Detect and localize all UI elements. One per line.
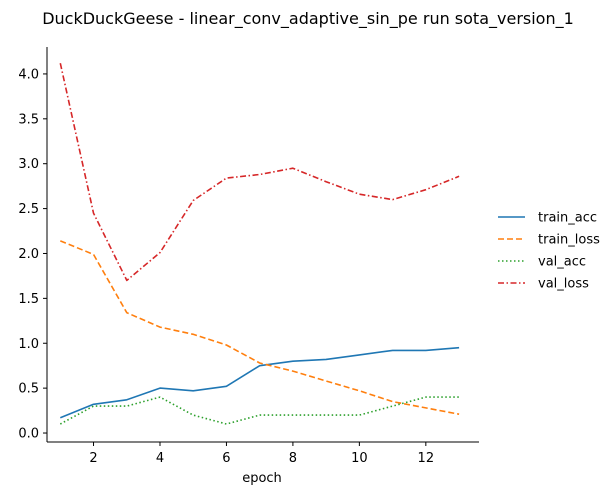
series-line-train-acc [59,346,460,419]
x-tick-label: 4 [156,451,164,466]
y-tick-label: 2.0 [18,247,39,262]
x-axis-label: epoch [242,471,282,486]
x-tick-label: 8 [289,451,297,466]
series-line-train-loss [59,240,460,415]
y-tick-label: 3.0 [18,157,39,172]
y-tick-label: 1.0 [18,337,39,352]
y-tick-label: 3.5 [18,112,39,127]
y-tick-label: 2.5 [18,202,39,217]
legend-label: val_loss [538,277,589,292]
series-line-val-acc [59,396,460,425]
y-tick-label: 0.5 [18,382,39,397]
y-tick-label: 0.0 [18,427,39,442]
legend: train_acc train_loss val_acc val_loss [498,211,600,292]
y-tick-label: 1.5 [18,292,39,307]
x-tick-label: 10 [351,451,368,466]
y-tick-label: 4.0 [18,67,39,82]
x-tick-label: 12 [418,451,435,466]
series-line-val-loss [59,63,460,282]
plot-area [46,47,479,443]
legend-label: train_loss [538,233,600,248]
chart-title: DuckDuckGeese - linear_conv_adaptive_sin… [42,9,574,29]
x-tick-label: 2 [89,451,97,466]
x-tick-label: 6 [222,451,230,466]
series-lines [59,63,460,425]
legend-label: val_acc [538,255,586,270]
ticks: 0.0 0.5 1.0 1.5 2.0 2.5 3.0 3.5 4.0 2 4 6 8 10 12 [18,67,434,466]
legend-label: train_acc [538,211,597,226]
